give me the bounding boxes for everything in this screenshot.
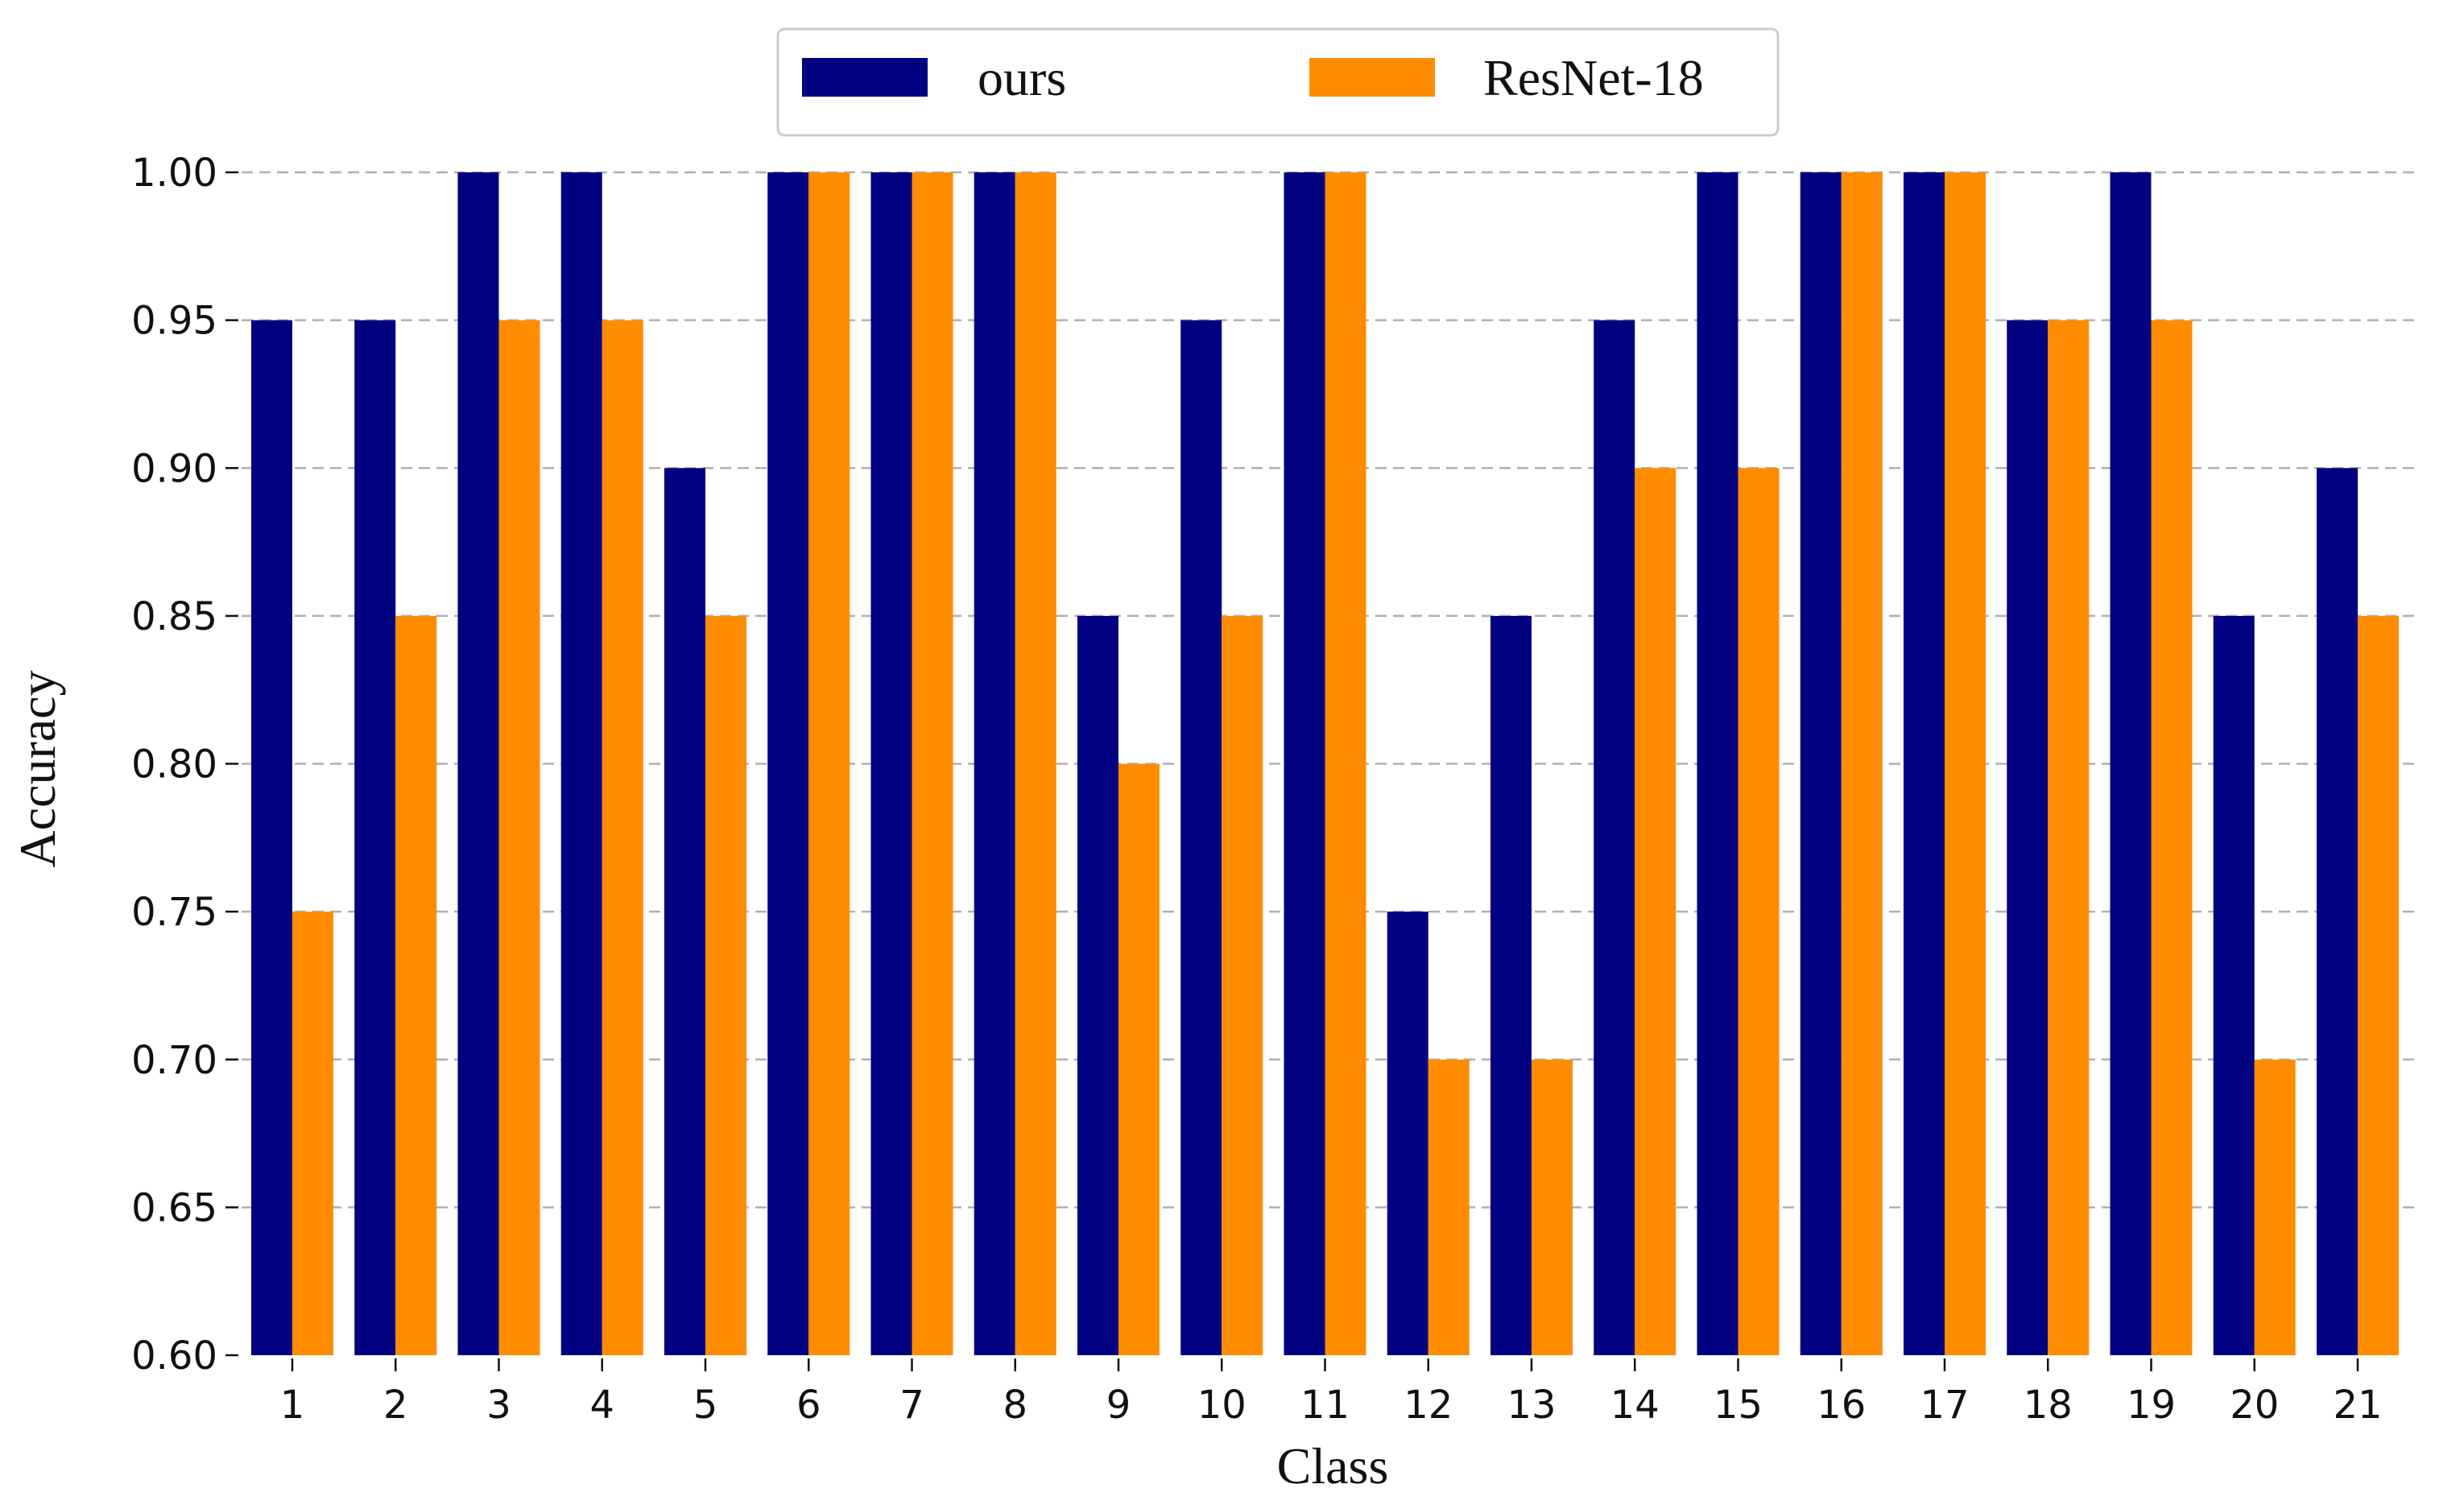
x-tick-label: 15: [1714, 1383, 1763, 1428]
bar-ours-class-21: [2317, 468, 2358, 1355]
legend-box: [776, 27, 1780, 137]
x-tick-label: 21: [2333, 1383, 2382, 1428]
bar-resnet18-class-19: [2151, 320, 2193, 1355]
bar-ours-class-20: [2213, 615, 2255, 1355]
bar-resnet18-class-20: [2254, 1059, 2296, 1355]
x-tick-label: 17: [1920, 1383, 1969, 1428]
y-tick-label: 1.00: [131, 151, 217, 196]
bar-resnet18-class-4: [602, 320, 643, 1355]
bar-ours-class-8: [974, 172, 1015, 1355]
y-tick-label: 0.75: [131, 890, 217, 935]
y-tick-label: 0.90: [131, 446, 217, 491]
bar-resnet18-class-13: [1532, 1059, 1573, 1355]
x-tick-label: 1: [280, 1383, 305, 1428]
bar-ours-class-2: [354, 320, 396, 1355]
y-tick-label: 0.95: [131, 299, 217, 344]
bar-resnet18-class-15: [1738, 468, 1780, 1355]
bar-resnet18-class-10: [1222, 615, 1263, 1355]
bar-resnet18-class-6: [808, 172, 850, 1355]
bar-ours-class-18: [2007, 320, 2049, 1355]
y-tick-label: 0.80: [131, 742, 217, 788]
bar-ours-class-19: [2110, 172, 2152, 1355]
bar-ours-class-17: [1904, 172, 1945, 1355]
bar-resnet18-class-17: [1945, 172, 1986, 1355]
legend-label-ours: ours: [978, 49, 1066, 106]
x-tick-label: 9: [1106, 1383, 1131, 1428]
bar-ours-class-10: [1180, 320, 1222, 1355]
x-tick-label: 2: [383, 1383, 408, 1428]
bar-ours-class-12: [1387, 912, 1428, 1355]
x-tick-label: 11: [1300, 1383, 1350, 1428]
x-tick-label: 16: [1817, 1383, 1866, 1428]
bar-ours-class-6: [767, 172, 809, 1355]
x-tick-label: 3: [486, 1383, 511, 1428]
bar-ours-class-4: [560, 172, 602, 1355]
legend: ours ResNet-18: [776, 27, 1780, 137]
bar-ours-class-11: [1284, 172, 1325, 1355]
bar-resnet18-class-11: [1325, 172, 1366, 1355]
bar-ours-class-15: [1697, 172, 1738, 1355]
legend-label-resnet18: ResNet-18: [1483, 49, 1704, 106]
x-axis-ticks: 1 2 3 4 5 6 7 8 9 10 11 12 13 14 15 16 17 18 19 20 21: [280, 1358, 2383, 1428]
x-tick-label: 5: [693, 1383, 718, 1428]
bar-resnet18-class-7: [912, 172, 953, 1355]
bars: [251, 172, 2399, 1355]
x-axis-title: Class: [1277, 1437, 1389, 1495]
bar-resnet18-class-1: [292, 912, 333, 1355]
bar-resnet18-class-16: [1841, 172, 1883, 1355]
y-axis-title: Accuracy: [9, 670, 66, 867]
bar-ours-class-14: [1594, 320, 1635, 1355]
y-tick-label: 0.85: [131, 594, 217, 639]
bar-resnet18-class-3: [498, 320, 540, 1355]
bar-resnet18-class-21: [2358, 615, 2399, 1355]
x-tick-label: 8: [1003, 1383, 1027, 1428]
x-tick-label: 13: [1507, 1383, 1556, 1428]
bar-resnet18-class-5: [705, 615, 746, 1355]
bar-resnet18-class-8: [1015, 172, 1056, 1355]
x-tick-label: 7: [899, 1383, 924, 1428]
y-tick-label: 0.65: [131, 1185, 217, 1230]
bar-ours-class-9: [1077, 615, 1118, 1355]
legend-swatch-ours: [802, 58, 928, 97]
legend-swatch-resnet18: [1309, 58, 1435, 97]
bar-resnet18-class-14: [1635, 468, 1676, 1355]
y-axis-ticks: 0.60 0.65 0.70 0.75 0.80 0.85 0.90 0.95 1.00: [131, 151, 238, 1379]
bar-resnet18-class-2: [395, 615, 437, 1355]
x-tick-label: 18: [2024, 1383, 2073, 1428]
x-tick-label: 12: [1404, 1383, 1453, 1428]
bar-resnet18-class-9: [1118, 763, 1160, 1355]
bar-ours-class-3: [457, 172, 499, 1355]
bar-resnet18-class-18: [2048, 320, 2090, 1355]
x-tick-label: 10: [1197, 1383, 1246, 1428]
x-tick-label: 4: [589, 1383, 614, 1428]
bar-ours-class-7: [870, 172, 912, 1355]
x-tick-label: 20: [2230, 1383, 2279, 1428]
x-tick-label: 6: [796, 1383, 821, 1428]
x-tick-label: 19: [2127, 1383, 2176, 1428]
bar-ours-class-13: [1490, 615, 1532, 1355]
bar-resnet18-class-12: [1428, 1059, 1470, 1355]
y-tick-label: 0.70: [131, 1038, 217, 1083]
bar-ours-class-1: [251, 320, 292, 1355]
bar-ours-class-5: [664, 468, 705, 1355]
y-tick-label: 0.60: [131, 1333, 217, 1379]
x-tick-label: 14: [1610, 1383, 1660, 1428]
bar-ours-class-16: [1800, 172, 1842, 1355]
